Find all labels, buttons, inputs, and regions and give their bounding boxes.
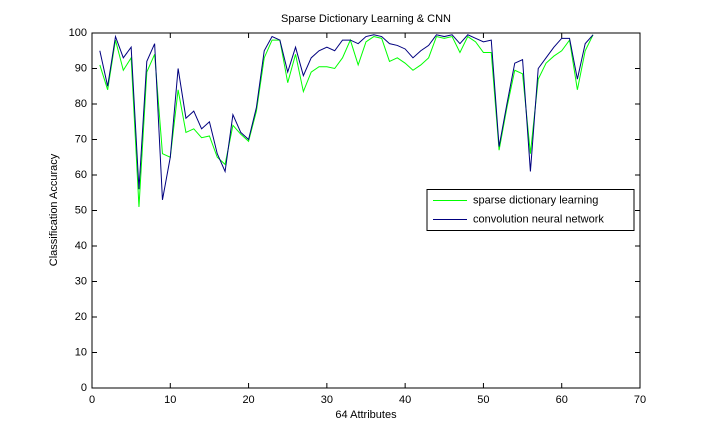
legend: sparse dictionary learning convolution ne… <box>426 189 635 231</box>
chart-title: Sparse Dictionary Learning & CNN <box>281 13 451 25</box>
y-tick-label: 0 <box>81 382 87 394</box>
y-tick-label: 80 <box>75 98 87 110</box>
legend-label: sparse dictionary learning <box>473 194 598 206</box>
y-tick-label: 50 <box>75 204 87 216</box>
x-tick-label: 50 <box>477 394 489 406</box>
y-tick-label: 100 <box>69 27 87 39</box>
y-tick-label: 20 <box>75 311 87 323</box>
x-tick-label: 0 <box>89 394 95 406</box>
y-tick-label: 90 <box>75 62 87 74</box>
data-line <box>99 34 594 207</box>
x-axis-label: 64 Attributes <box>335 409 397 421</box>
x-tick-label: 60 <box>556 394 568 406</box>
y-tick-label: 30 <box>75 275 87 287</box>
y-tick-label: 70 <box>75 133 87 145</box>
legend-label: convolution neural network <box>473 213 604 225</box>
y-axis-label: Classification Accuracy <box>48 153 60 266</box>
x-tick-label: 10 <box>164 394 176 406</box>
x-tick-label: 20 <box>242 394 254 406</box>
y-tick-label: 40 <box>75 240 87 252</box>
x-tick-label: 40 <box>399 394 411 406</box>
y-tick-label: 60 <box>75 169 87 181</box>
data-line <box>99 34 594 200</box>
x-tick-label: 30 <box>321 394 333 406</box>
legend-box <box>426 189 635 231</box>
x-tick-label: 70 <box>634 394 646 406</box>
y-tick-label: 10 <box>75 346 87 358</box>
